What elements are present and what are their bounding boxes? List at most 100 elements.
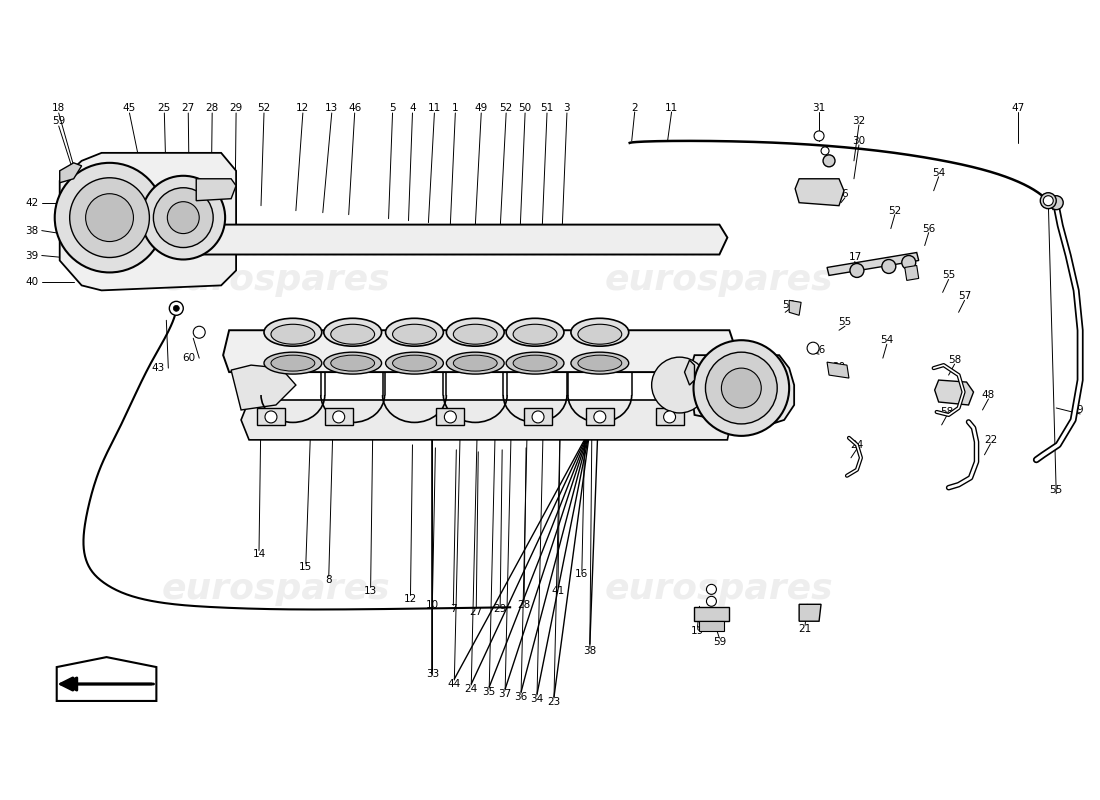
Polygon shape (799, 604, 821, 622)
Polygon shape (905, 266, 918, 281)
Polygon shape (684, 360, 694, 385)
Polygon shape (196, 178, 236, 201)
Circle shape (1049, 196, 1064, 210)
Text: 32: 32 (852, 116, 866, 126)
Text: 18: 18 (52, 103, 65, 113)
Text: 7: 7 (450, 604, 456, 614)
Text: 37: 37 (498, 689, 512, 699)
Polygon shape (524, 408, 552, 425)
Polygon shape (59, 153, 236, 290)
Text: 17: 17 (848, 253, 861, 262)
Polygon shape (690, 355, 794, 428)
Polygon shape (586, 408, 614, 425)
Ellipse shape (571, 352, 629, 374)
Circle shape (722, 368, 761, 408)
Polygon shape (935, 380, 974, 405)
Ellipse shape (447, 318, 504, 346)
Circle shape (706, 584, 716, 594)
Circle shape (663, 411, 675, 423)
Circle shape (86, 194, 133, 242)
Polygon shape (437, 408, 464, 425)
Circle shape (651, 357, 707, 413)
Ellipse shape (578, 324, 621, 344)
Ellipse shape (323, 318, 382, 346)
Ellipse shape (271, 355, 315, 371)
Text: 10: 10 (426, 600, 439, 610)
Text: 25: 25 (157, 103, 170, 113)
Text: 14: 14 (252, 550, 265, 559)
Text: 38: 38 (583, 646, 596, 656)
Circle shape (1041, 193, 1056, 209)
Text: 57: 57 (958, 291, 971, 302)
Text: 16: 16 (575, 570, 589, 579)
Circle shape (55, 163, 164, 273)
Text: 30: 30 (852, 136, 866, 146)
Polygon shape (795, 178, 844, 206)
Circle shape (814, 131, 824, 141)
Ellipse shape (386, 352, 443, 374)
Polygon shape (324, 408, 353, 425)
Text: 11: 11 (666, 103, 679, 113)
Text: 38: 38 (25, 226, 39, 235)
Circle shape (902, 255, 915, 270)
Text: 22: 22 (983, 435, 997, 445)
Text: 20: 20 (833, 362, 846, 372)
Text: 55: 55 (1049, 485, 1063, 494)
Circle shape (693, 340, 789, 436)
Polygon shape (656, 408, 683, 425)
Text: 1: 1 (452, 103, 459, 113)
Polygon shape (189, 225, 727, 254)
Ellipse shape (447, 352, 504, 374)
Text: 13: 13 (326, 103, 339, 113)
Text: 60: 60 (183, 353, 196, 363)
Polygon shape (827, 253, 918, 275)
Circle shape (444, 411, 456, 423)
Circle shape (706, 596, 716, 606)
Circle shape (174, 306, 179, 311)
Text: 54: 54 (932, 168, 945, 178)
Text: 46: 46 (348, 103, 361, 113)
Text: 52: 52 (499, 103, 513, 113)
Text: 28: 28 (206, 103, 219, 113)
Text: 28: 28 (517, 600, 530, 610)
Polygon shape (694, 607, 729, 622)
Circle shape (850, 263, 864, 278)
Text: 15: 15 (299, 562, 312, 573)
Text: 52: 52 (257, 103, 271, 113)
Text: 39: 39 (25, 250, 39, 261)
Text: 2: 2 (631, 103, 638, 113)
Text: 24: 24 (850, 440, 864, 450)
Ellipse shape (323, 352, 382, 374)
Ellipse shape (571, 318, 629, 346)
Polygon shape (257, 408, 285, 425)
Ellipse shape (506, 318, 564, 346)
Text: 36: 36 (515, 692, 528, 702)
Text: 33: 33 (426, 669, 439, 679)
Circle shape (169, 302, 184, 315)
Text: 27: 27 (182, 103, 195, 113)
Ellipse shape (453, 355, 497, 371)
Polygon shape (789, 300, 801, 315)
Circle shape (594, 411, 606, 423)
Polygon shape (223, 330, 735, 372)
Text: 56: 56 (922, 223, 935, 234)
Text: 59: 59 (52, 116, 65, 126)
Circle shape (1043, 196, 1053, 206)
Text: 8: 8 (326, 575, 332, 586)
Text: 27: 27 (470, 607, 483, 618)
Text: 50: 50 (518, 103, 531, 113)
Ellipse shape (453, 324, 497, 344)
Ellipse shape (393, 355, 437, 371)
Text: 24: 24 (464, 684, 477, 694)
Ellipse shape (506, 352, 564, 374)
Text: 55: 55 (942, 270, 955, 281)
Text: 29: 29 (494, 604, 507, 614)
Text: 44: 44 (448, 679, 461, 689)
Polygon shape (59, 163, 81, 182)
Text: 45: 45 (123, 103, 136, 113)
Text: 29: 29 (230, 103, 243, 113)
Ellipse shape (513, 324, 557, 344)
Circle shape (882, 259, 895, 274)
Text: 5: 5 (389, 103, 396, 113)
Circle shape (333, 411, 344, 423)
